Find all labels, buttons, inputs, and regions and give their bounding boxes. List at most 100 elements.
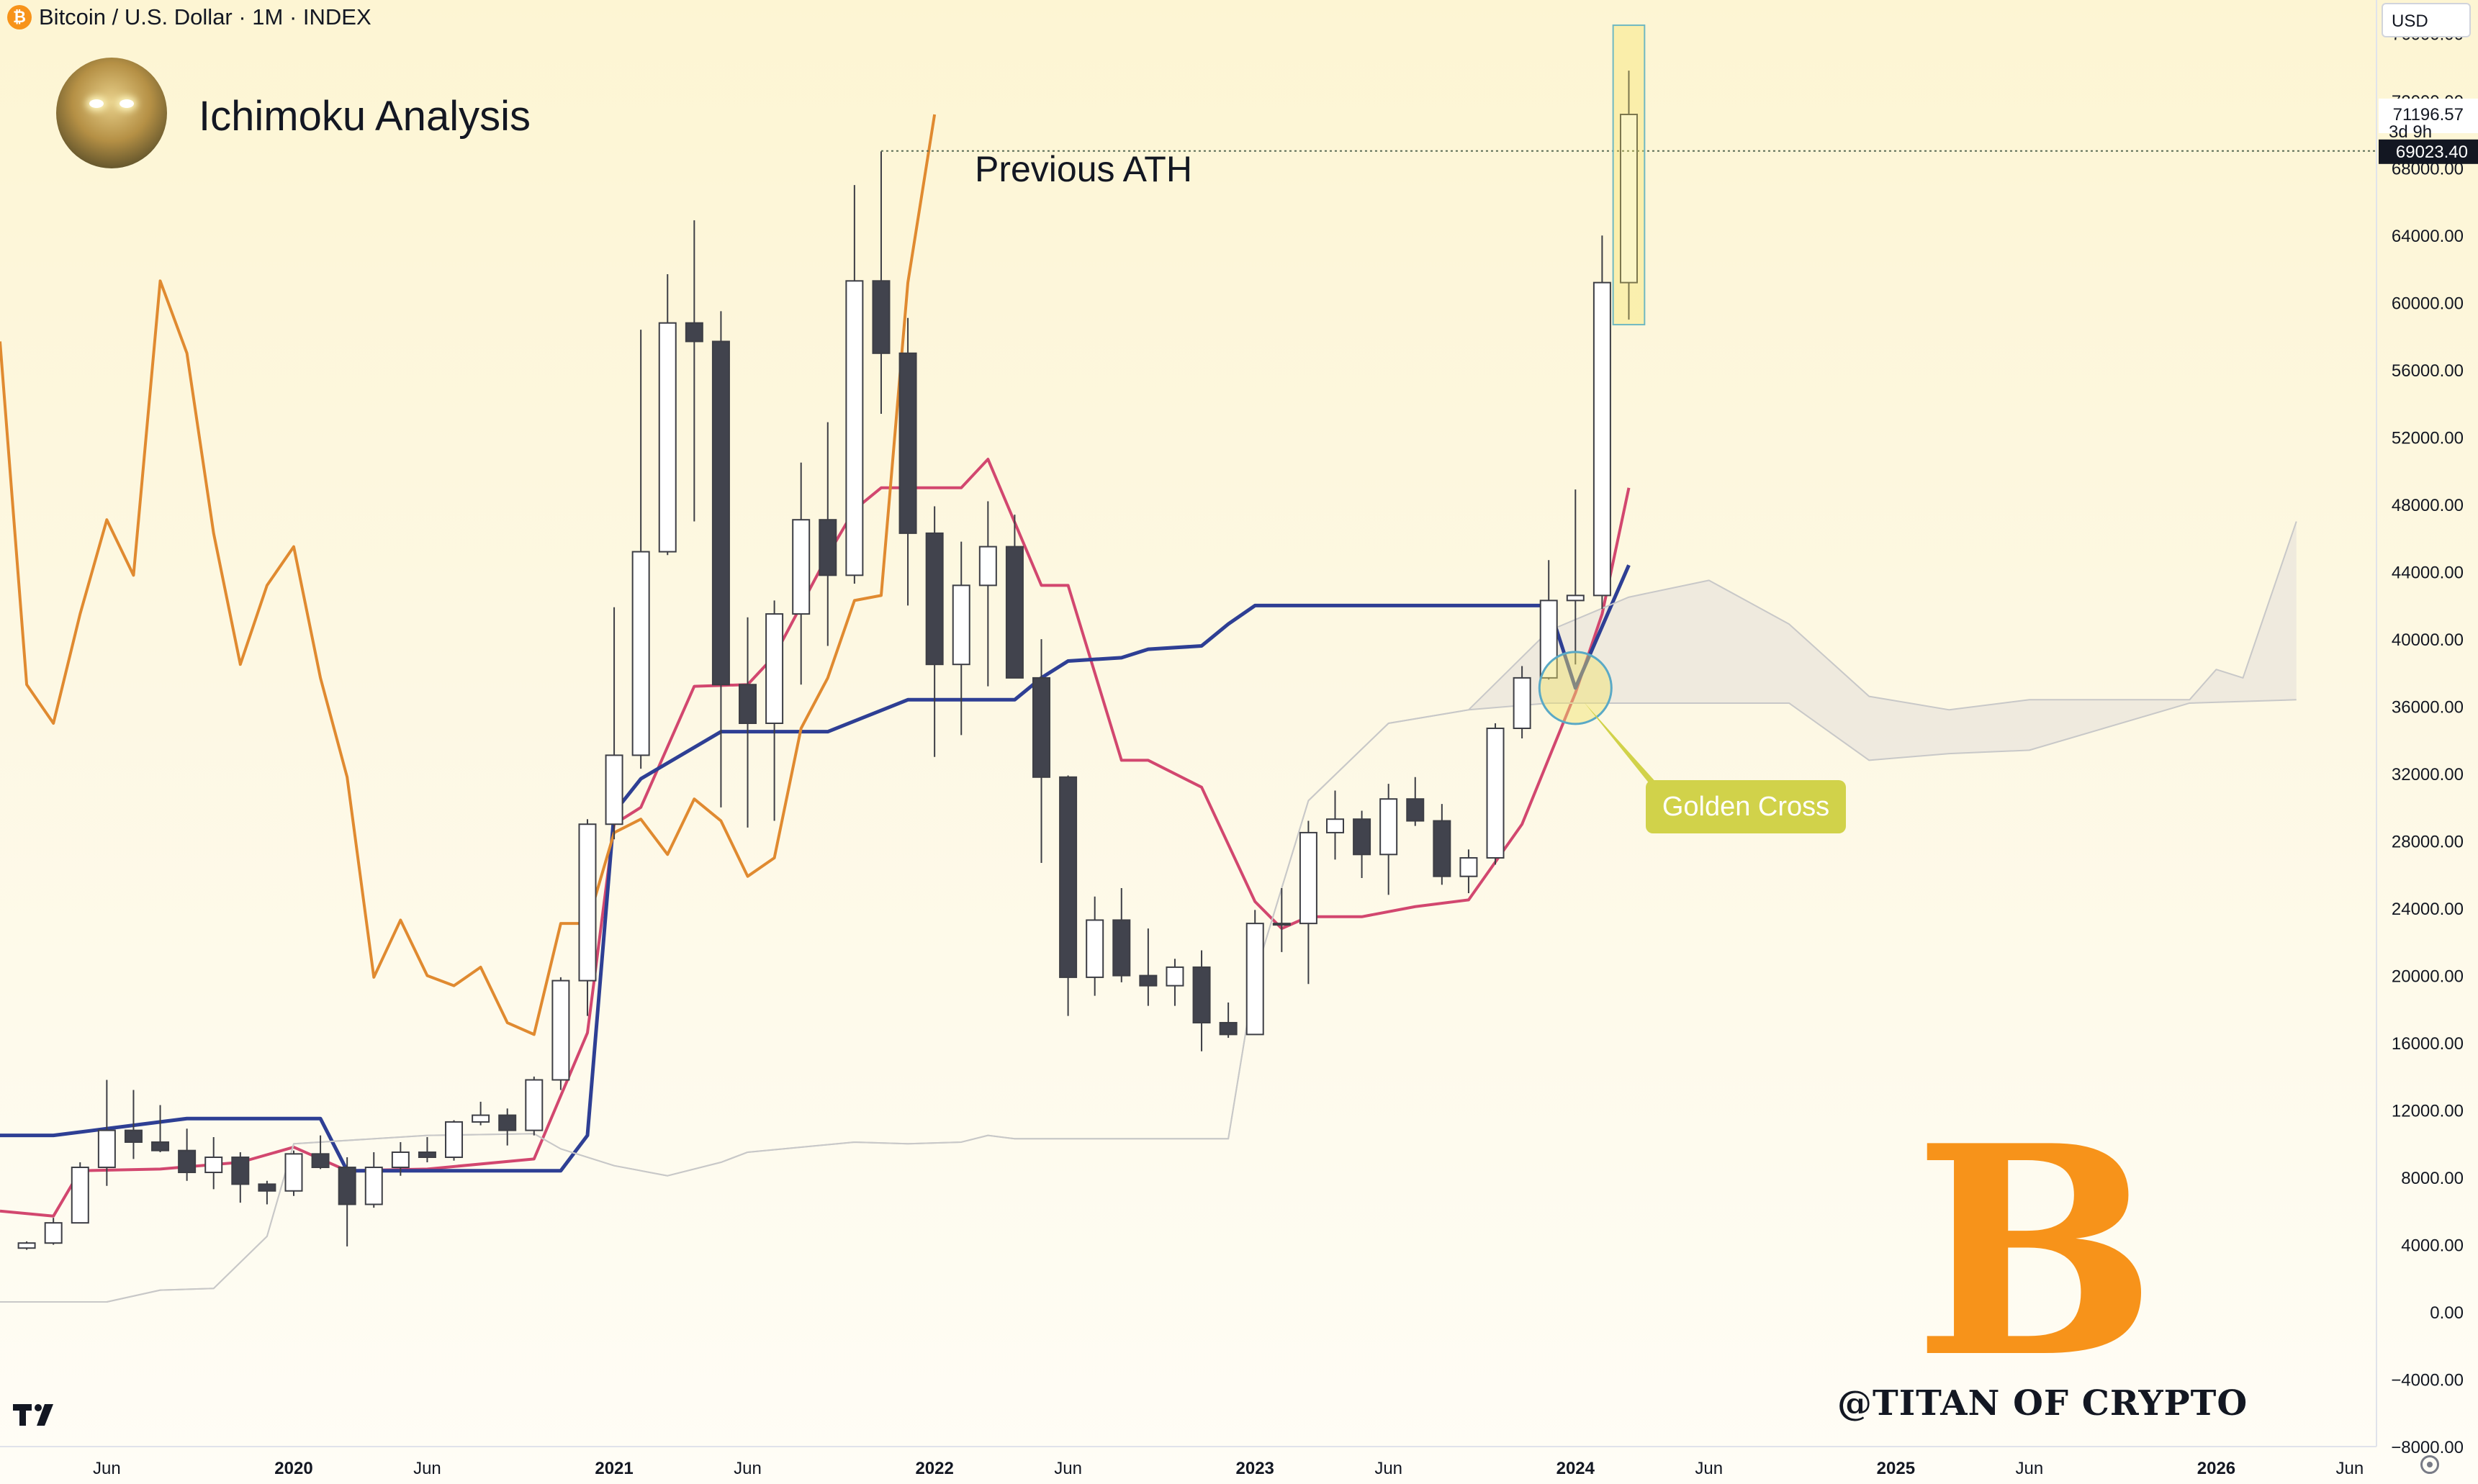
- candle-body: [1086, 919, 1104, 978]
- candle: [792, 462, 811, 685]
- candle: [631, 330, 650, 769]
- candle-body: [151, 1141, 170, 1152]
- analysis-title: Ichimoku Analysis: [199, 93, 531, 140]
- candle: [1086, 896, 1104, 996]
- candle-body: [925, 532, 944, 666]
- candle-body: [311, 1153, 330, 1169]
- time-tick-label: 2024: [1556, 1459, 1595, 1478]
- time-tick-label: 2023: [1236, 1459, 1274, 1478]
- candle: [1005, 515, 1024, 679]
- price-tick-label: 32000.00: [2392, 765, 2464, 784]
- time-tick-label: Jun: [734, 1459, 762, 1478]
- price-tick-label: 0.00: [2430, 1303, 2464, 1323]
- price-tick-label: 4000.00: [2401, 1236, 2464, 1256]
- candle-body: [204, 1157, 223, 1174]
- candle: [1379, 784, 1398, 895]
- price-tick-label: 12000.00: [2392, 1102, 2464, 1121]
- candle-body: [1513, 677, 1531, 730]
- settings-icon[interactable]: [2420, 1455, 2439, 1474]
- price-tick-label: 16000.00: [2392, 1034, 2464, 1054]
- candle: [978, 501, 997, 687]
- candle: [391, 1141, 410, 1176]
- candle: [178, 1128, 197, 1181]
- previous-ath-label: Previous ATH: [975, 149, 1192, 189]
- time-tick-label: Jun: [1054, 1459, 1082, 1478]
- candle-body: [765, 613, 784, 725]
- candle-body: [739, 684, 757, 725]
- golden-cross-label: Golden Cross: [1646, 780, 1846, 833]
- candle: [1032, 639, 1051, 863]
- candle-body: [525, 1079, 544, 1131]
- candle: [338, 1157, 356, 1247]
- time-axis: Jun 2020 Jun 2021 Jun 2022 Jun 2023 Jun 2024 Jun 20…: [93, 1459, 2364, 1478]
- price-tick-label: 28000.00: [2392, 833, 2464, 852]
- time-tick-label: 2021: [595, 1459, 633, 1478]
- candle: [204, 1136, 223, 1190]
- candle-body: [1272, 923, 1291, 926]
- golden-cross-pointer: [1584, 702, 1677, 806]
- candle: [765, 600, 784, 821]
- indicator-lines: [0, 114, 2297, 1303]
- candle-body: [952, 584, 970, 666]
- candle: [952, 541, 970, 736]
- candle: [1459, 849, 1478, 894]
- symbol-header[interactable]: ₿ Bitcoin / U.S. Dollar · 1M · INDEX: [7, 4, 371, 30]
- candle: [418, 1136, 436, 1163]
- price-tick-label: 60000.00: [2392, 294, 2464, 314]
- candle-body: [605, 754, 623, 825]
- candle: [1299, 820, 1317, 985]
- candle: [819, 422, 837, 646]
- candle-body: [472, 1114, 490, 1123]
- candle-body: [97, 1129, 116, 1169]
- candle-body: [71, 1167, 89, 1224]
- candle-body: [1353, 818, 1371, 856]
- price-tick-label: 44000.00: [2392, 564, 2464, 583]
- chart-annotations: [880, 24, 2376, 806]
- candle-body: [258, 1183, 276, 1192]
- candle: [1406, 777, 1425, 826]
- candle-body: [1139, 974, 1158, 987]
- candle: [231, 1152, 250, 1203]
- ath-price-badge: [2379, 139, 2478, 164]
- time-tick-label: Jun: [2015, 1459, 2043, 1478]
- price-tick-label: 20000.00: [2392, 967, 2464, 987]
- candle: [898, 317, 917, 606]
- price-tick-label: 40000.00: [2392, 630, 2464, 650]
- price-tick-label: 52000.00: [2392, 429, 2464, 448]
- candle-body: [338, 1167, 356, 1205]
- candle-body: [1486, 728, 1505, 859]
- time-tick-label: 2025: [1877, 1459, 1915, 1478]
- candle: [711, 311, 730, 807]
- avatar-eye-icon: [120, 99, 134, 108]
- ath-price-label: 69023.40: [2396, 142, 2468, 162]
- candle: [1433, 804, 1451, 885]
- candle: [1353, 810, 1371, 879]
- price-axis: 76000.0072000.0068000.0064000.0060000.00…: [2379, 25, 2478, 1457]
- candle-body: [872, 280, 891, 354]
- last-price-badge: [2379, 99, 2478, 134]
- candle-body: [1379, 798, 1398, 856]
- time-tick-label: Jun: [2336, 1459, 2364, 1478]
- currency-button[interactable]: USD: [2382, 3, 2471, 37]
- time-tick-label: Jun: [1695, 1459, 1723, 1478]
- candle: [151, 1105, 170, 1152]
- candle: [1272, 888, 1291, 952]
- price-tick-label: 8000.00: [2401, 1169, 2464, 1188]
- time-tick-label: Jun: [1374, 1459, 1402, 1478]
- candle: [658, 273, 677, 556]
- avatar-eye-icon: [89, 99, 104, 108]
- candle: [1619, 71, 1638, 320]
- candle-body: [17, 1242, 36, 1249]
- candle-body: [1059, 776, 1078, 978]
- candle-body: [231, 1157, 250, 1185]
- series-line-senkou-b: [0, 699, 2297, 1303]
- candle-body: [1005, 546, 1024, 679]
- candle-body: [124, 1129, 143, 1143]
- candle: [311, 1135, 330, 1169]
- candle-body: [1539, 600, 1558, 679]
- candle: [1245, 910, 1264, 1036]
- candle: [1166, 959, 1184, 1006]
- tradingview-logo-icon: [13, 1403, 58, 1436]
- last-price-label: 71196.57: [2393, 105, 2464, 125]
